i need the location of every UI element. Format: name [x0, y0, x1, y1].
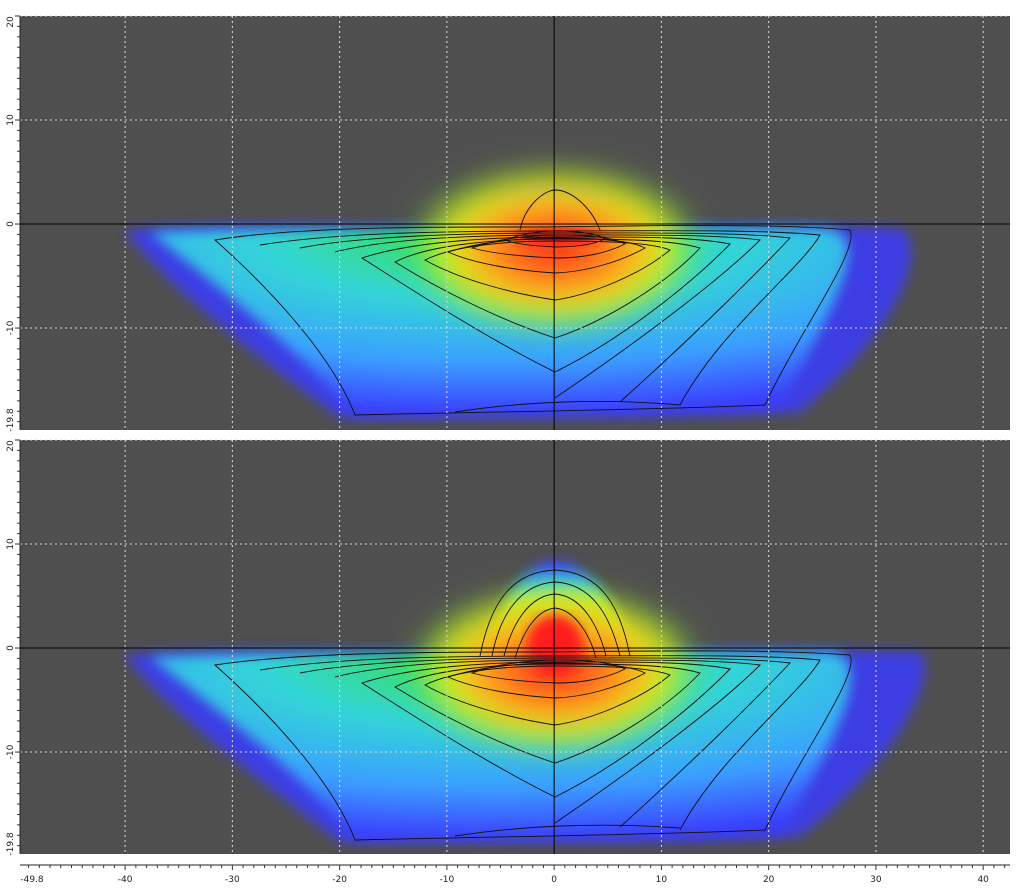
- lower-contours: [213, 569, 852, 841]
- upper-core: [405, 163, 705, 333]
- upper-contour-line: [503, 230, 606, 248]
- upper-contour-line: [334, 234, 761, 399]
- lower-contour-line: [491, 581, 621, 657]
- lower-y-tick-label: 0: [6, 645, 16, 651]
- lower-contour-line: [514, 607, 597, 659]
- upper-grid: [20, 15, 1010, 430]
- x-tick-labels: -49.8 -40 -30 -20 -10 0 10 20 30 40: [20, 875, 989, 885]
- upper-y-tick-label: 20: [6, 16, 16, 28]
- upper-y-tick-labels: 20 10 0 -10 -19.8: [6, 16, 16, 432]
- lower-contour-line: [446, 662, 646, 699]
- lower-contour-line: [360, 661, 731, 798]
- lower-contour-line: [503, 593, 607, 657]
- x-tick-label: -10: [440, 875, 455, 885]
- x-axis: -49.8 -40 -30 -20 -10 0 10 20 30 40: [20, 864, 1010, 885]
- x-tick-label: 20: [763, 875, 775, 885]
- upper-contours: [213, 189, 852, 416]
- lower-y-tick-labels: 20 10 0 -10 -19.8: [6, 440, 16, 856]
- upper-contour-line: [424, 240, 671, 301]
- lower-panel: 20 10 0 -10 -19.8: [6, 439, 1010, 856]
- lower-contour-line: [470, 659, 626, 684]
- lower-heatmap: [125, 560, 925, 843]
- x-minor-ticks: [28, 865, 1006, 870]
- x-tick-label: 10: [656, 875, 668, 885]
- lower-y-tick-label: -10: [6, 744, 16, 759]
- lower-contour-line: [454, 824, 681, 837]
- lower-contour-line: [424, 665, 671, 726]
- x-tick-label: -49.8: [20, 875, 44, 885]
- lower-contour-line: [259, 655, 821, 831]
- lower-y-tick-label: 20: [6, 440, 16, 452]
- upper-panel: 20 10 0 -10 -19.8: [6, 15, 1010, 432]
- x-tick-label: -20: [332, 875, 347, 885]
- upper-contour-line: [519, 189, 601, 231]
- x-tick-label: 30: [870, 875, 882, 885]
- upper-y-tick-label: -19.8: [6, 408, 16, 432]
- x-tick-label: 0: [551, 875, 557, 885]
- lower-y-tick-label: 10: [6, 538, 16, 550]
- x-tick-label: -30: [225, 875, 240, 885]
- upper-heatmap: [125, 163, 912, 419]
- upper-contour-line: [360, 236, 731, 373]
- upper-contour-line: [299, 232, 791, 403]
- upper-y-tick-label: -10: [6, 320, 16, 335]
- upper-y-tick-label: 10: [6, 114, 16, 126]
- lower-contour-line: [299, 657, 791, 828]
- lower-contour-line: [213, 650, 852, 841]
- lower-contour-line: [334, 659, 761, 824]
- upper-contour-line: [454, 401, 681, 413]
- upper-y-tick-label: 0: [6, 221, 16, 227]
- upper-contour-line: [470, 234, 626, 259]
- upper-contour-line: [213, 225, 852, 416]
- upper-contour-line: [446, 237, 646, 274]
- x-tick-label: 40: [977, 875, 989, 885]
- upper-axes: [15, 15, 1010, 430]
- lower-axes: [15, 439, 1010, 854]
- lower-y-tick-label: -19.8: [6, 832, 16, 856]
- x-tick-label: -40: [118, 875, 133, 885]
- lower-contour-line: [479, 569, 631, 657]
- upper-contour-line: [259, 230, 821, 406]
- lower-grid: [20, 439, 1010, 854]
